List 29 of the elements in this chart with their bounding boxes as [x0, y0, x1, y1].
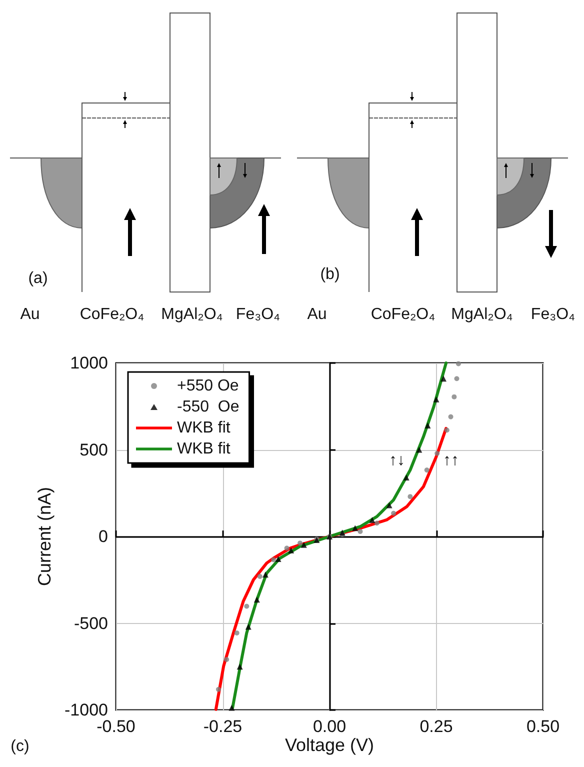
- legend-label: -550 Oe: [177, 398, 240, 416]
- text: MgAl₂O₄: [161, 306, 223, 324]
- x-tick-label: 0.25: [420, 717, 453, 736]
- text: CoFe₂O₄: [370, 306, 436, 324]
- legend-label: +550 Oe: [177, 378, 239, 394]
- text: (b): [320, 266, 340, 284]
- x-tick-label: -0.50: [96, 717, 136, 736]
- x-tick-label: 0.00: [312, 717, 346, 736]
- x-tick-label: 0.50: [526, 717, 560, 736]
- text: (a): [28, 270, 48, 288]
- y-tick-label: -500: [74, 614, 108, 633]
- y-tick-label: 1000: [70, 354, 108, 372]
- text: Fe₃O₄: [236, 306, 280, 324]
- text: CoFe₂O₄: [80, 306, 144, 324]
- legend-label: WKB fit: [177, 420, 231, 436]
- y-tick-label: 0: [98, 527, 108, 546]
- annotation: ↑↓: [389, 452, 405, 470]
- annotation: ↑↑: [443, 452, 459, 470]
- text: Fe₃O₄: [530, 306, 576, 324]
- text: Au: [20, 306, 40, 324]
- text: MgAl₂O₄: [451, 306, 513, 324]
- text: Au: [307, 306, 327, 324]
- y-axis-title: Current (nA): [34, 486, 55, 586]
- legend-label: WKB fit: [177, 440, 231, 458]
- text: (c): [10, 738, 30, 756]
- x-axis-title: Voltage (V): [284, 735, 374, 755]
- y-tick-label: -1000: [64, 700, 108, 720]
- y-tick-label: 500: [80, 440, 108, 460]
- x-tick-label: -0.25: [203, 717, 242, 736]
